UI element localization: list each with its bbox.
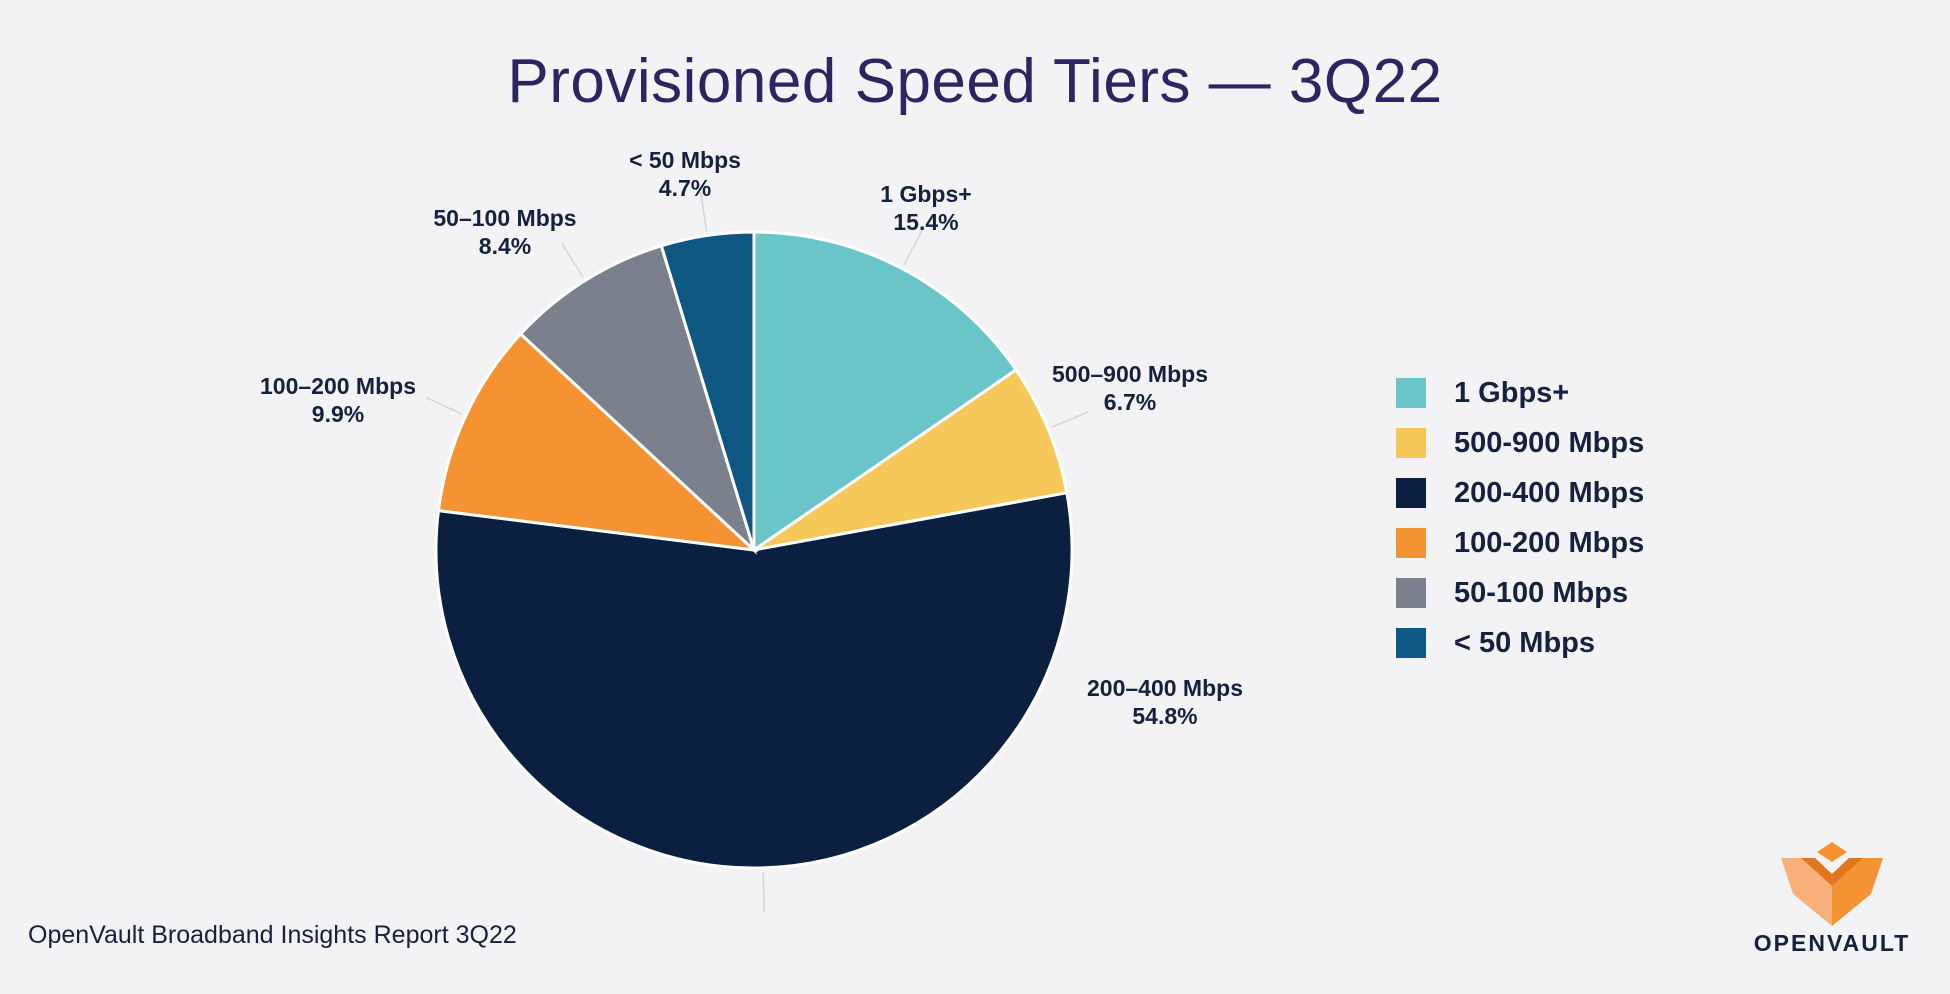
- source-note: OpenVault Broadband Insights Report 3Q22: [28, 921, 517, 949]
- slice-label: 50–100 Mbps 8.4%: [433, 205, 576, 259]
- legend-label: 200-400 Mbps: [1454, 476, 1645, 509]
- logo-wordmark: OPENVAULT: [1753, 930, 1911, 956]
- slice-labels: 1 Gbps+ 15.4% 500–900 Mbps 6.7% 200–400 Mbps…: [260, 147, 1243, 729]
- legend-label: 1 Gbps+: [1454, 376, 1570, 409]
- pie-slice: [753, 367, 1069, 552]
- leader-line: [425, 396, 463, 415]
- leader-lines: [425, 191, 1089, 912]
- legend-swatch: [1396, 428, 1426, 458]
- pie-slice: [436, 331, 759, 553]
- legend-swatch: [1396, 628, 1426, 658]
- leader-line: [1051, 411, 1089, 428]
- legend-label: 50-100 Mbps: [1454, 576, 1629, 609]
- leader-line: [699, 191, 708, 232]
- openvault-logo: OPENVAULT: [1737, 838, 1927, 958]
- legend-label: < 50 Mbps: [1454, 626, 1596, 659]
- legend-item: 50-100 Mbps: [1396, 568, 1644, 618]
- chart-legend: 1 Gbps+ 500-900 Mbps 200-400 Mbps 100-200 M…: [1396, 368, 1644, 668]
- slice-label: < 50 Mbps 4.7%: [629, 147, 741, 201]
- pie-slice: [434, 491, 1074, 870]
- legend-swatch: [1396, 478, 1426, 508]
- slice-label: 100–200 Mbps 9.9%: [260, 373, 416, 427]
- legend-item: < 50 Mbps: [1396, 618, 1644, 668]
- legend-swatch: [1396, 378, 1426, 408]
- openvault-logo-icon: [1781, 842, 1883, 926]
- leader-line: [762, 871, 765, 912]
- legend-item: 1 Gbps+: [1396, 368, 1644, 418]
- pie-slice: [659, 230, 756, 551]
- slice-label: 200–400 Mbps 54.8%: [1087, 675, 1243, 729]
- pie-slice: [518, 243, 758, 555]
- legend-item: 200-400 Mbps: [1396, 468, 1644, 518]
- chart-title: Provisioned Speed Tiers — 3Q22: [507, 47, 1443, 116]
- pie-slice: [752, 230, 1019, 553]
- legend-label: 100-200 Mbps: [1454, 526, 1645, 559]
- legend-swatch: [1396, 528, 1426, 558]
- pie-slices: [434, 230, 1074, 870]
- legend-item: 500-900 Mbps: [1396, 418, 1644, 468]
- leader-line: [903, 229, 924, 266]
- legend-swatch: [1396, 578, 1426, 608]
- legend-item: 100-200 Mbps: [1396, 518, 1644, 568]
- slice-label: 1 Gbps+ 15.4%: [880, 181, 971, 235]
- leader-line: [561, 242, 584, 278]
- slice-label: 500–900 Mbps 6.7%: [1052, 361, 1208, 415]
- legend-label: 500-900 Mbps: [1454, 426, 1645, 459]
